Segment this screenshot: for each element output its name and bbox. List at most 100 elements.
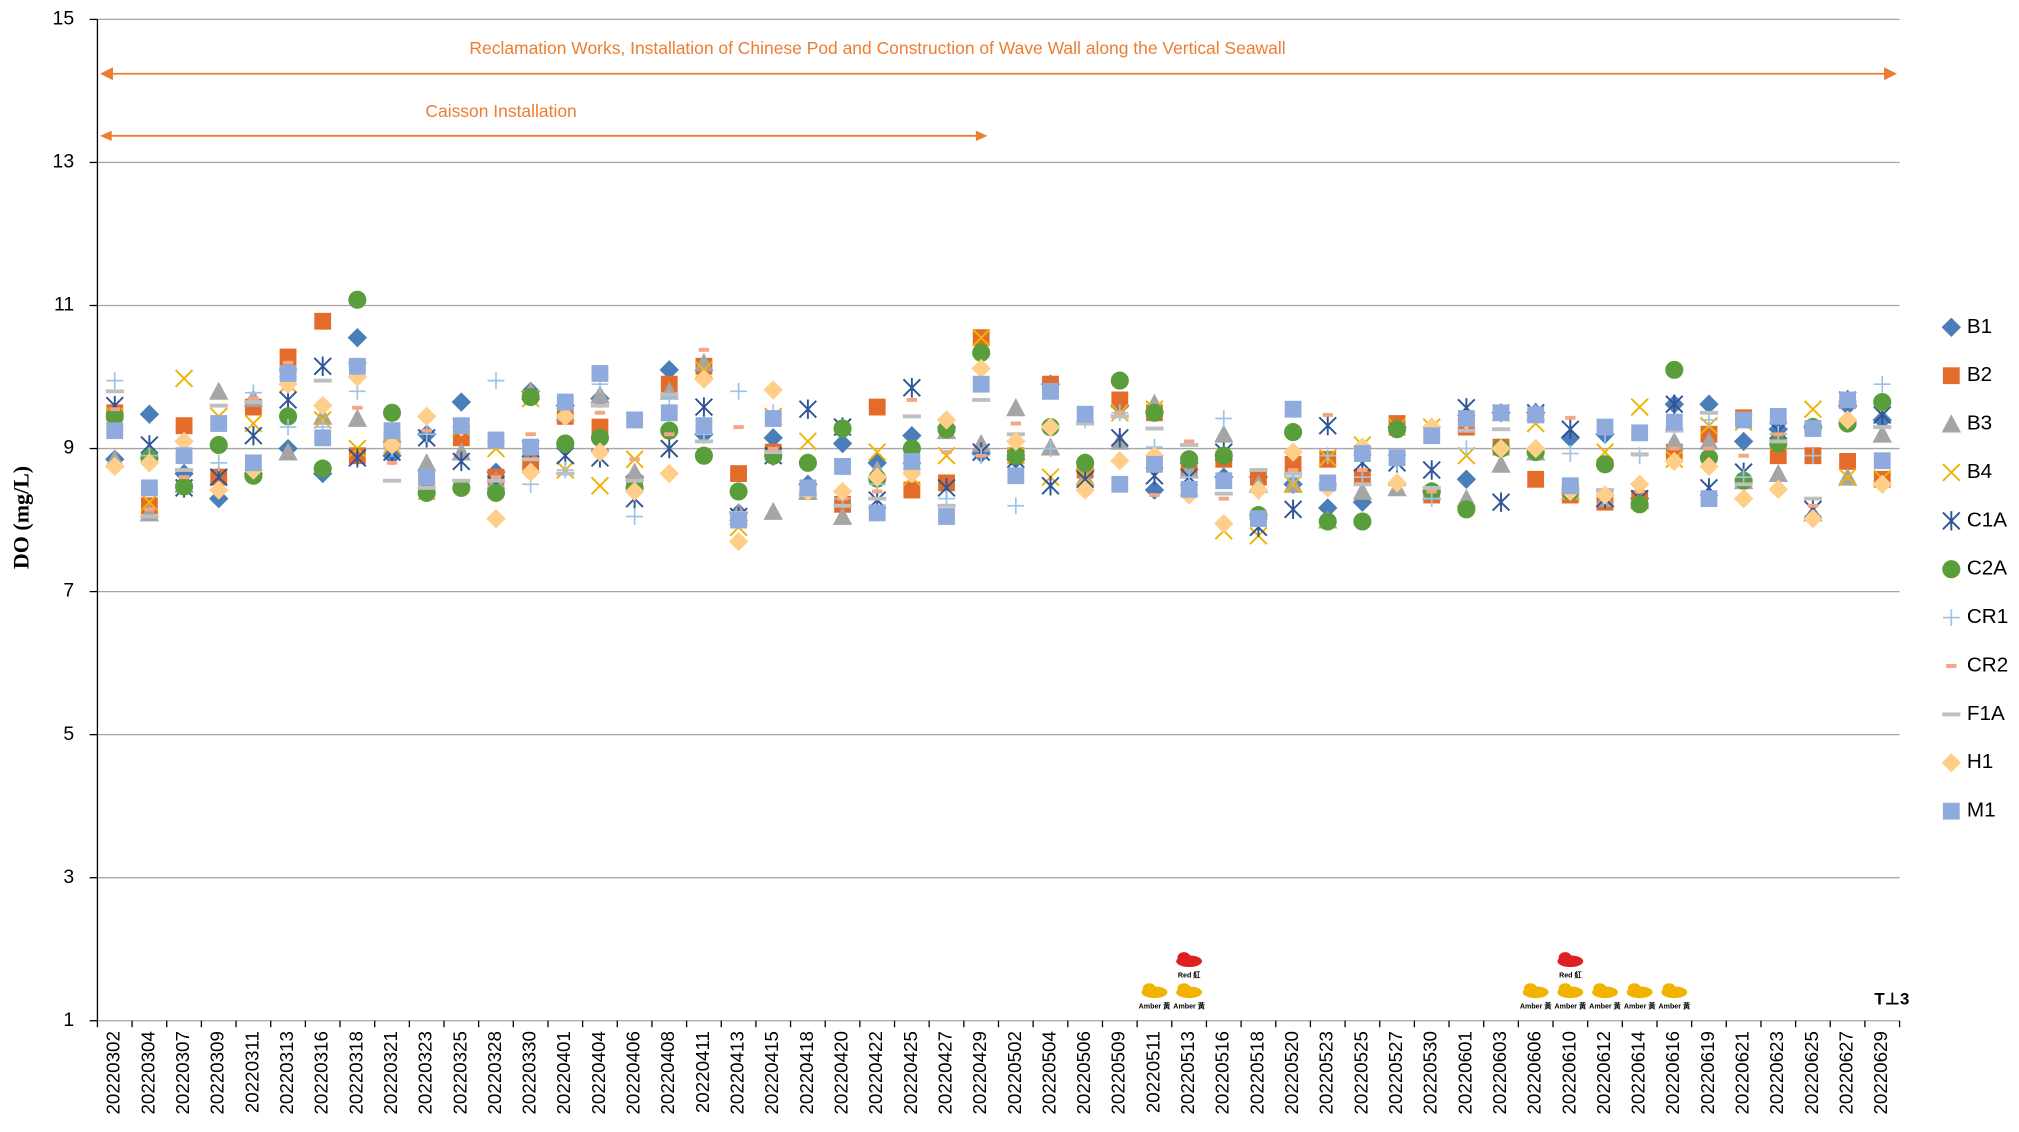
- x-tick-label: 20220506: [1073, 1031, 1094, 1114]
- data-point: [1804, 447, 1822, 465]
- data-point: [590, 442, 610, 462]
- data-point: [312, 406, 333, 425]
- legend-label: C1A: [1967, 508, 2007, 531]
- data-point: [1180, 443, 1199, 447]
- data-point: [106, 372, 124, 390]
- data-point: [314, 429, 332, 447]
- data-point: [1076, 453, 1095, 472]
- data-point: [591, 365, 609, 382]
- signal-cloud: [1628, 983, 1641, 994]
- data-point: [555, 406, 575, 427]
- x-tick-label: 20220513: [1177, 1031, 1198, 1114]
- legend-marker: [1942, 367, 1960, 385]
- x-tick-label: 20220418: [796, 1031, 817, 1114]
- data-point: [1387, 420, 1407, 439]
- y-tick-label: 15: [53, 8, 75, 30]
- data-point: [174, 369, 194, 388]
- x-tick-label: 20220408: [657, 1031, 678, 1114]
- data-point: [1595, 485, 1615, 505]
- legend-label: F1A: [1967, 702, 2005, 725]
- x-tick-label: 20220518: [1246, 1031, 1267, 1114]
- data-point: [1353, 482, 1372, 487]
- data-point: [1284, 400, 1302, 418]
- data-point: [768, 446, 779, 451]
- legend-item: M1: [1942, 799, 1996, 822]
- x-tick-label: 20220509: [1108, 1031, 1129, 1114]
- data-point: [1214, 446, 1233, 465]
- data-point: [282, 360, 294, 365]
- legend-marker: [1941, 414, 1962, 433]
- x-tick-label: 20220614: [1628, 1031, 1649, 1114]
- data-point: [1319, 447, 1337, 465]
- data-point: [698, 347, 710, 352]
- data-point: [1111, 475, 1129, 493]
- x-tick-label: 20220511: [1142, 1031, 1163, 1113]
- data-point: [1215, 410, 1233, 427]
- signal-cloud: [1177, 952, 1191, 963]
- legend-label: B3: [1967, 412, 1992, 435]
- x-tick-label: 20220502: [1004, 1031, 1025, 1114]
- data-point: [730, 382, 747, 400]
- x-tick-label: 20220318: [345, 1031, 366, 1114]
- rainstorm-signal: Red 紅: [1176, 952, 1203, 979]
- data-point: [1873, 393, 1892, 412]
- data-point: [1527, 470, 1545, 488]
- data-point: [1218, 496, 1229, 501]
- legend-item: CR1: [1942, 605, 2008, 628]
- data-point: [244, 425, 263, 446]
- data-point: [1006, 398, 1026, 417]
- data-point: [209, 381, 229, 400]
- data-point: [313, 356, 332, 376]
- data-point: [763, 501, 783, 520]
- data-point: [487, 372, 505, 390]
- data-point: [209, 403, 228, 408]
- data-point: [903, 481, 921, 499]
- legend-label: B4: [1967, 460, 1992, 483]
- data-point: [244, 454, 262, 472]
- signal-label: Red 紅: [1178, 970, 1201, 979]
- data-point: [1145, 426, 1164, 431]
- legend-label: C2A: [1967, 557, 2007, 580]
- legend-marker: [1942, 511, 1961, 531]
- data-point: [1010, 421, 1022, 426]
- data-point: [832, 433, 853, 454]
- data-point: [1561, 477, 1579, 495]
- data-point: [764, 450, 783, 455]
- data-point: [210, 415, 228, 432]
- data-point: [834, 458, 851, 475]
- data-point: [902, 425, 922, 446]
- data-point: [418, 425, 436, 443]
- x-tick-label: 20220427: [934, 1031, 955, 1114]
- legend-label: B2: [1967, 363, 1992, 386]
- data-point: [1110, 451, 1130, 471]
- series: [105, 358, 1892, 552]
- data-point: [941, 450, 952, 455]
- data-point: [1457, 500, 1476, 519]
- data-point: [1214, 424, 1234, 443]
- data-point: [556, 434, 575, 453]
- data-point: [209, 435, 228, 455]
- data-point: [1630, 495, 1649, 514]
- data-point: [590, 428, 610, 447]
- data-point: [1149, 493, 1160, 497]
- legend-label: H1: [1967, 750, 1993, 773]
- data-point: [141, 479, 158, 497]
- data-point: [105, 407, 124, 426]
- y-tick-label: 1: [63, 1009, 74, 1031]
- data-point: [1699, 456, 1719, 477]
- data-point: [1110, 371, 1129, 390]
- arrow: [100, 130, 988, 142]
- data-point: [244, 400, 263, 404]
- data-point: [1491, 454, 1511, 473]
- data-point: [490, 475, 502, 480]
- data-point: [1006, 446, 1025, 465]
- series: [105, 356, 1892, 537]
- data-point: [383, 422, 401, 440]
- data-point: [832, 506, 853, 525]
- data-point: [1456, 469, 1477, 490]
- data-point: [1699, 431, 1719, 450]
- data-point: [590, 403, 610, 408]
- data-point: [832, 481, 853, 502]
- legend-item: C1A: [1942, 508, 2007, 531]
- x-tick-label: 20220530: [1420, 1031, 1441, 1114]
